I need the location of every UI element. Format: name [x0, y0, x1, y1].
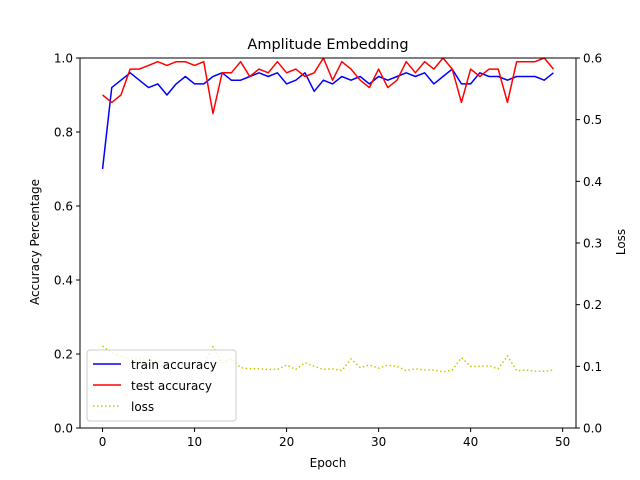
x-axis-label: Epoch: [310, 456, 347, 470]
series-line-test-accuracy: [102, 57, 555, 115]
x-tick-label: 0: [99, 435, 107, 449]
y-tick-label: 1.0: [54, 52, 73, 66]
legend: train accuracy test accuracy loss: [86, 349, 237, 422]
legend-box: [86, 349, 237, 422]
legend-label-loss: loss: [131, 400, 154, 414]
y-tick-label: 0.8: [54, 126, 73, 140]
y-axis-label: Accuracy Percentage: [28, 179, 42, 305]
y2-tick-label: 0.6: [583, 52, 602, 66]
y2-tick-label: 0.1: [583, 360, 602, 374]
y-tick-label: 0.0: [54, 422, 73, 436]
chart-title: Amplitude Embedding: [247, 37, 408, 53]
plot-frame: [79, 57, 577, 429]
series-line-loss: [102, 345, 554, 373]
legend-label-train-accuracy: train accuracy: [131, 358, 217, 372]
y2-tick-label: 0.5: [583, 113, 602, 127]
y-tick-label: 0.6: [54, 200, 73, 214]
x-tick-label: 10: [187, 435, 202, 449]
x-tick-label: 50: [555, 435, 570, 449]
y2-axis-label: Loss: [614, 229, 628, 255]
y2-tick-label: 0.4: [583, 175, 602, 189]
x-tick-label: 40: [463, 435, 478, 449]
x-tick-label: 20: [279, 435, 294, 449]
y-tick-label: 0.2: [54, 348, 73, 362]
legend-label-test-accuracy: test accuracy: [131, 379, 212, 393]
plot-lines: [101, 57, 555, 373]
y2-tick-label: 0.3: [583, 237, 602, 251]
y2-tick-label: 0.0: [583, 422, 602, 436]
y-tick-label: 0.4: [54, 274, 73, 288]
y2-tick-label: 0.2: [583, 298, 602, 312]
x-tick-label: 30: [371, 435, 386, 449]
axis-ticks: 0 10 20 30 40 50 0.0 0.2 0.4 0.6 0.8 1.0 0.0 0.1 0.2 0.…: [54, 52, 602, 450]
